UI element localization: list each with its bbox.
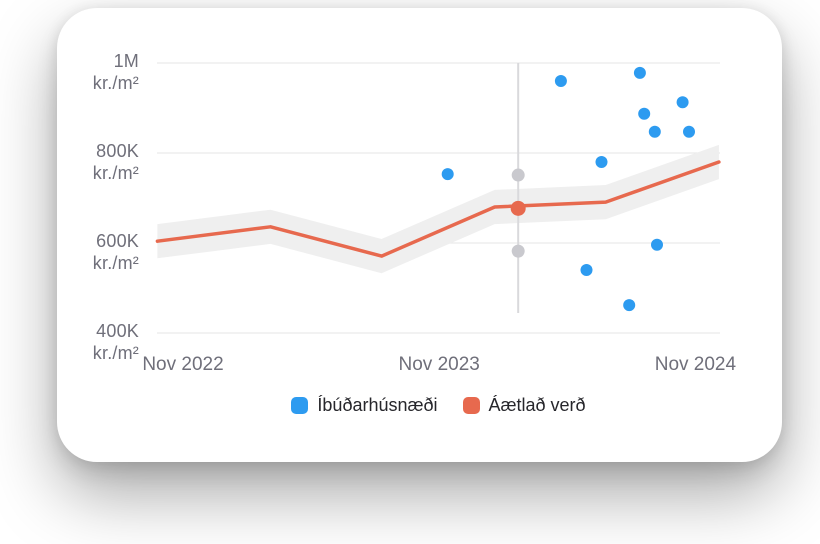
listing-dot[interactable]: [633, 66, 646, 79]
confidence-band: [157, 144, 719, 274]
y-tick-label-600k: 600K kr./m²: [92, 231, 139, 273]
listing-dot[interactable]: [638, 107, 651, 120]
legend-label: Áætlað verð: [488, 394, 586, 415]
x-tick-label-nov-2023: Nov 2023: [398, 354, 480, 375]
listing-dot[interactable]: [595, 156, 608, 168]
x-tick-label-nov-2022: Nov 2022: [142, 354, 224, 375]
y-tick-label-1m: 1M kr./m²: [92, 51, 139, 93]
legend-swatch-blue-icon: [291, 396, 309, 414]
estimated-price-dot[interactable]: [510, 200, 526, 216]
legend-swatch-orange-icon: [462, 396, 480, 414]
legend-label: Íbúðarhúsnæði: [317, 394, 438, 415]
listing-dot[interactable]: [623, 299, 636, 312]
listing-dot[interactable]: [676, 96, 689, 109]
y-tick-label-400k: 400K kr./m²: [92, 321, 139, 363]
price-chart-svg: [155, 62, 721, 334]
chart-card: 1M kr./m² 800K kr./m² 600K kr./m² 400K k…: [57, 8, 782, 462]
estimated-price-line: [155, 160, 721, 258]
reference-upper-dot[interactable]: [511, 168, 525, 182]
x-tick-label-nov-2024: Nov 2024: [654, 354, 737, 375]
legend-item-ibudarhusnaedi[interactable]: Íbúðarhúsnæði: [291, 394, 438, 416]
reference-lower-dot[interactable]: [511, 244, 525, 258]
legend-item-aetlad-verd[interactable]: Áætlað verð: [462, 394, 586, 416]
listing-dot[interactable]: [648, 125, 661, 138]
listing-dot[interactable]: [554, 75, 567, 87]
listing-dot[interactable]: [441, 168, 454, 181]
listing-dot[interactable]: [683, 125, 695, 138]
y-tick-label-800k: 800K kr./m²: [92, 141, 139, 183]
chart-legend: Íbúðarhúsnæði Áætlað verð: [157, 393, 720, 417]
listing-dot[interactable]: [580, 264, 593, 276]
listing-dot[interactable]: [651, 238, 663, 251]
